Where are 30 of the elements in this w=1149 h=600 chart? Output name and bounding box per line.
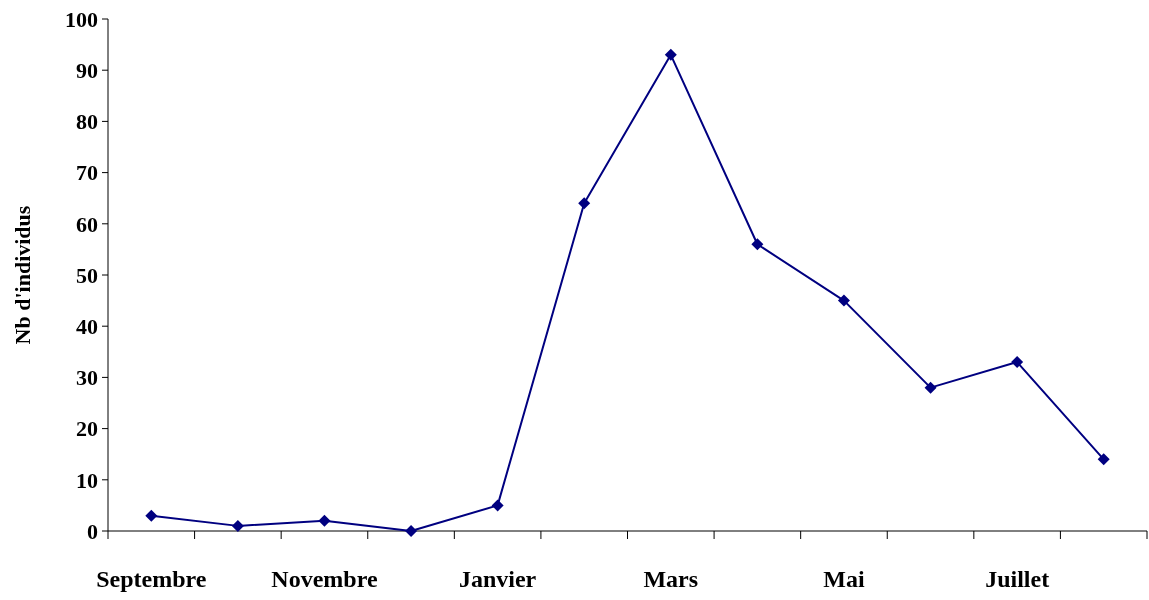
y-tick-label: 70 [76, 160, 98, 186]
y-tick-label: 100 [65, 6, 98, 32]
point [664, 48, 677, 61]
point [231, 519, 244, 532]
y-tick-label: 50 [76, 262, 98, 288]
point [924, 381, 937, 394]
x-tick-label: Juillet [985, 566, 1050, 592]
x-tick-label: Janvier [458, 566, 537, 592]
y-tick-label: 40 [76, 313, 98, 339]
point [491, 499, 504, 512]
x-tick-label: Mai [823, 566, 865, 592]
point [1097, 453, 1110, 466]
x-tick-label: Mars [643, 566, 699, 592]
point [405, 525, 418, 537]
x-tick-label: Novembre [271, 566, 378, 592]
x-tick-label: Septembre [96, 566, 207, 592]
y-tick-label: 10 [76, 467, 98, 493]
y-axis-title: Nb d'individus [10, 205, 35, 345]
point [751, 238, 764, 251]
point [837, 294, 850, 307]
point [318, 514, 331, 527]
point [578, 197, 591, 210]
y-tick-label: 60 [76, 211, 98, 237]
y-tick-label: 30 [76, 365, 98, 391]
point [1011, 356, 1024, 369]
y-tick-label: 20 [76, 416, 98, 442]
point [145, 509, 158, 522]
y-tick-label: 0 [87, 518, 98, 544]
y-tick-label: 80 [76, 109, 98, 135]
y-tick-label: 90 [76, 57, 98, 83]
